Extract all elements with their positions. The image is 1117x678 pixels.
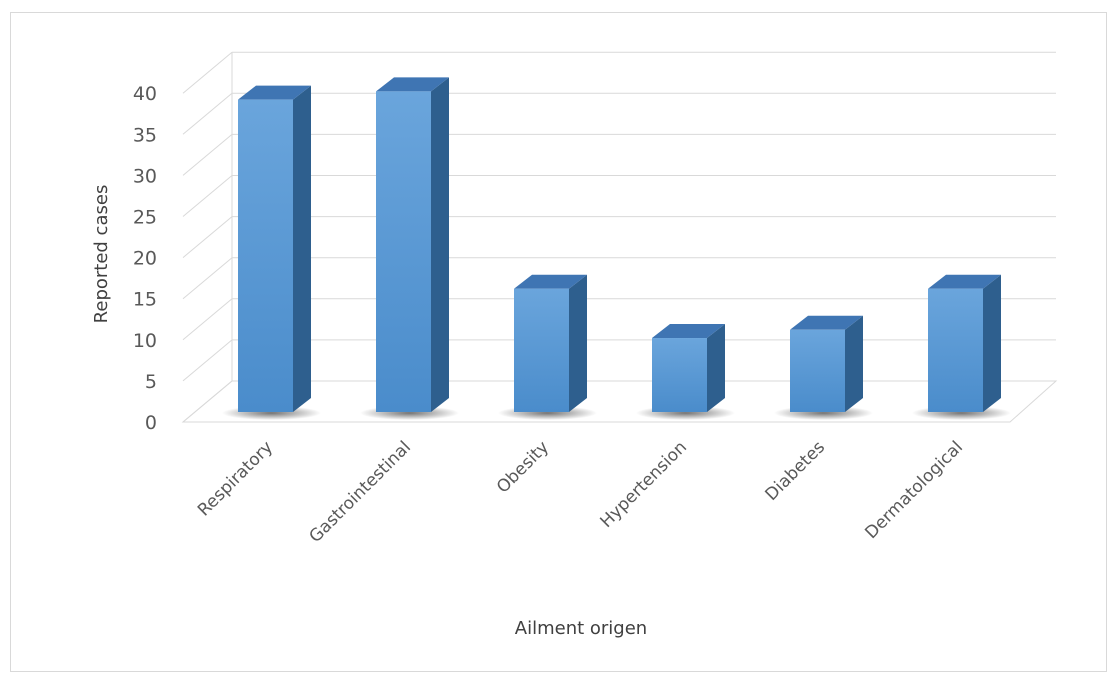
x-tick-label: Diabetes [762,437,830,505]
x-tick-label: Gastrointestinal [305,437,415,547]
bar-front [514,288,569,412]
bar-front [790,329,845,412]
y-tick-label: 30 [133,165,157,187]
bar-top [238,85,311,100]
y-tick-label: 25 [133,207,157,229]
wall-gridline [182,216,233,258]
x-tick-label: Obesity [493,437,553,497]
x-tick-label: Hypertension [596,437,691,532]
y-tick-label: 10 [133,330,157,352]
y-tick-label: 5 [145,371,157,393]
x-tick-label: Dermatological [861,437,967,543]
bar-top [514,274,587,289]
bar-side [845,315,863,412]
bar-front [928,288,983,412]
y-axis-title: Reported cases [91,185,112,324]
wall-gridline [182,175,233,217]
wall-gridline [182,380,233,423]
gridlines [181,51,1058,423]
x-axis-title: Ailment origen [515,618,647,639]
bar-front [652,338,707,412]
bar-side [707,324,725,412]
bar-top [790,315,863,330]
bar-top [928,274,1001,289]
wall-gridline [182,339,233,382]
y-tick-label: 35 [133,124,157,146]
bar-side [431,77,449,413]
wall-gridline [182,51,233,94]
y-tick-label: 20 [133,248,157,270]
bar-front [376,91,431,413]
bar-side [983,274,1001,412]
bar-top [652,324,725,339]
bar-dermatological [912,274,1011,420]
bar-front [238,99,293,412]
chart-frame [10,12,1107,672]
bar-obesity [498,274,597,420]
bar-respiratory [222,85,321,420]
bar-top [376,77,449,92]
bar-diabetes [774,315,873,420]
bar-gastrointestinal [360,77,459,420]
y-tick-label: 15 [133,289,157,311]
bar-side [569,274,587,412]
wall-gridline [182,92,233,135]
y-tick-labels: 0 5 10 15 20 25 30 35 40 [133,83,157,434]
wall-gridline [182,298,233,341]
wall-gridline [182,134,233,176]
x-tick-label: Respiratory [194,437,277,520]
bar-side [293,85,311,412]
x-tick-labels: Respiratory Gastrointestinal Obesity Hypert… [194,437,967,547]
bars [222,77,1011,420]
wall-gridline [182,257,233,300]
bar-hypertension [636,324,735,420]
y-tick-label: 40 [133,83,157,105]
y-tick-label: 0 [145,412,157,434]
